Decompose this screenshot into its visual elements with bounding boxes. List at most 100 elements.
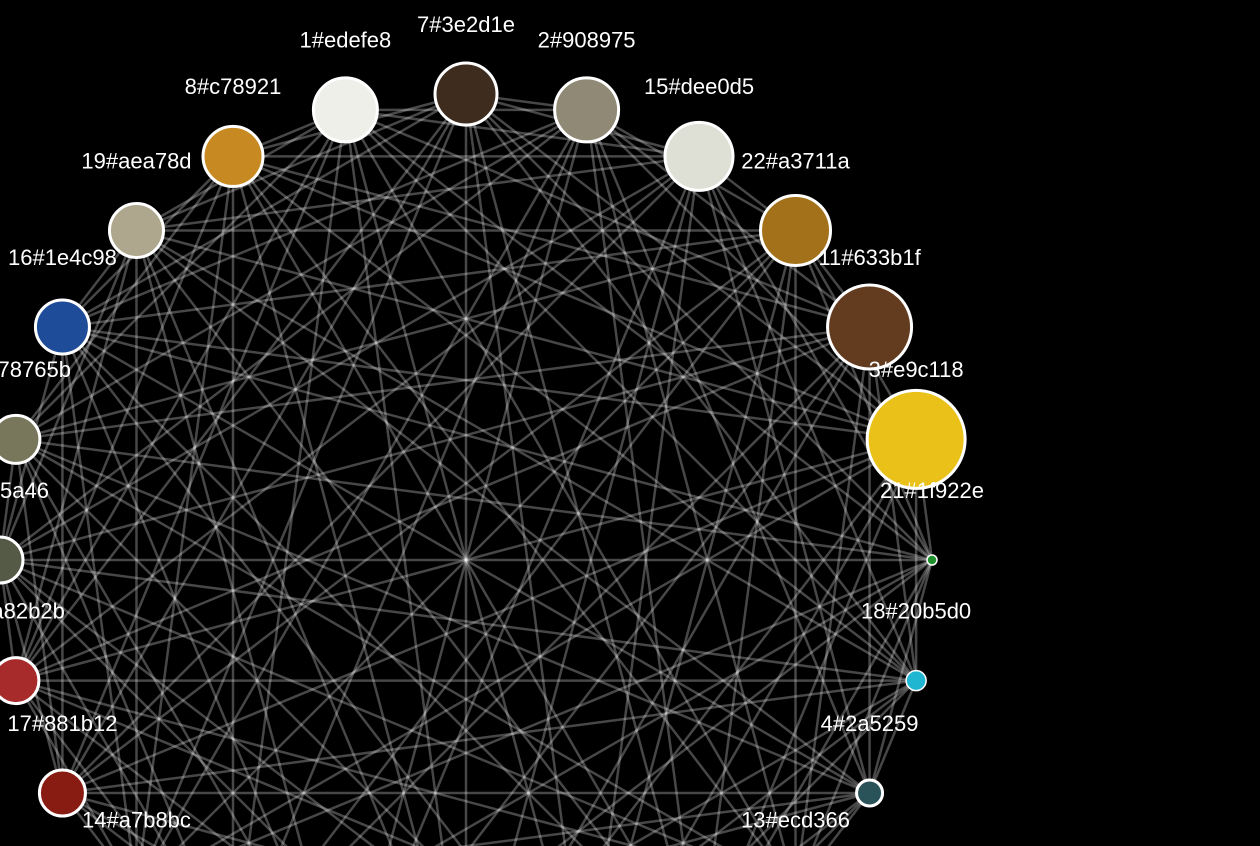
edge: [14, 155, 234, 441]
edge: [344, 108, 871, 329]
edge: [469, 326, 871, 846]
edge: [135, 229, 917, 682]
edge: [15, 438, 871, 795]
node-label: 21#1f922e: [880, 478, 984, 503]
edge: [14, 438, 253, 846]
node-label: 8#c78921: [185, 74, 282, 99]
edge: [697, 155, 918, 682]
edge: [61, 791, 157, 846]
node-label: 4#2a5259: [821, 711, 919, 736]
node: [826, 283, 914, 371]
edge: [14, 230, 138, 681]
node-label: 3#e9c118: [869, 357, 964, 382]
edge: [15, 325, 870, 441]
edge: [827, 792, 871, 846]
edge: [61, 792, 134, 846]
edge: [794, 230, 934, 561]
edge: [62, 229, 796, 329]
node-label: 15#dee0d5: [644, 74, 754, 99]
edge: [15, 679, 419, 846]
edge: [697, 155, 934, 561]
edge: [606, 156, 701, 846]
edge: [765, 559, 934, 846]
edge: [814, 792, 871, 846]
node-label: 19#aea78d: [81, 148, 191, 173]
node: [33, 298, 91, 356]
edge: [465, 93, 917, 441]
edge: [0, 559, 288, 846]
edge: [232, 155, 917, 682]
edge: [15, 679, 638, 846]
node-label: 9#555a46: [0, 478, 49, 503]
edge: [0, 558, 694, 846]
edge: [14, 679, 145, 846]
edge: [666, 791, 870, 846]
node-label: 13#ecd366: [741, 807, 850, 832]
edge: [247, 109, 347, 846]
node: [0, 656, 41, 706]
edge: [136, 229, 917, 441]
nodes: [0, 61, 967, 818]
edge: [585, 108, 918, 441]
edge: [61, 229, 797, 794]
edge: [15, 325, 871, 682]
edge: [135, 230, 303, 846]
edge: [14, 108, 347, 441]
edge: [14, 155, 235, 682]
node-label: 17#881b12: [7, 711, 117, 736]
edge: [61, 325, 871, 795]
edge: [627, 679, 917, 846]
edge: [14, 438, 425, 846]
edge: [14, 93, 467, 682]
edge: [135, 230, 393, 846]
node-label: 14#a7b8bc: [82, 807, 191, 832]
edge: [868, 559, 934, 794]
node: [37, 768, 87, 818]
edge: [135, 229, 871, 794]
edge: [868, 326, 918, 681]
edge: [321, 229, 797, 846]
edge: [434, 558, 933, 846]
edge: [679, 438, 918, 846]
edge: [868, 680, 918, 794]
edge: [799, 326, 871, 846]
edge: [568, 326, 871, 846]
edge: [231, 156, 420, 846]
edge: [15, 438, 723, 846]
edge: [15, 438, 917, 682]
edge: [0, 559, 375, 846]
edge: [0, 559, 167, 846]
edge: [344, 108, 933, 561]
edge: [0, 325, 870, 562]
edge: [557, 559, 933, 846]
labels: 7#3e2d1e 2#908975 15#dee0d5 22#a3711a 11#633…: [0, 12, 984, 833]
edge: [344, 109, 444, 846]
node-label: 11#633b1f: [818, 245, 921, 270]
edge: [512, 156, 701, 846]
node-label: 7#3e2d1e: [417, 12, 515, 37]
edge: [746, 438, 918, 846]
edge: [136, 155, 700, 232]
node-label: 22#a3711a: [741, 148, 850, 173]
edge: [602, 438, 918, 846]
edge: [231, 155, 633, 846]
edge: [344, 109, 772, 846]
edge: [209, 438, 917, 846]
edge: [160, 109, 588, 846]
edge: [0, 155, 700, 562]
node: [311, 76, 379, 144]
edge: [61, 438, 917, 795]
edge: [344, 108, 918, 682]
edge: [812, 559, 934, 846]
node: [433, 61, 499, 127]
edge: [585, 109, 786, 846]
edge: [61, 326, 584, 846]
edge: [61, 92, 467, 329]
edge: [61, 108, 588, 329]
edge: [232, 155, 917, 441]
edge: [140, 156, 235, 846]
node: [905, 669, 927, 692]
node: [107, 201, 165, 259]
edge: [388, 109, 588, 846]
